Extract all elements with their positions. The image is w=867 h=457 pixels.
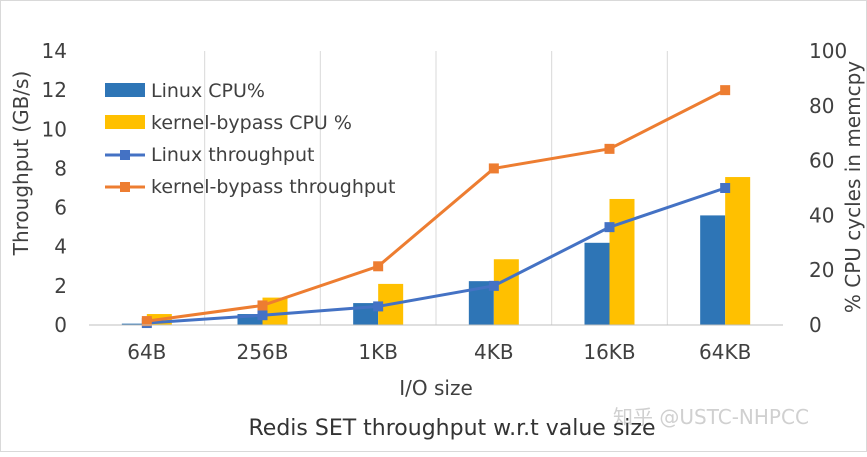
y2-tick-label: 40 bbox=[809, 203, 834, 227]
y-tick-label: 4 bbox=[54, 235, 67, 259]
legend-marker bbox=[120, 150, 130, 160]
x-axis-title: I/O size bbox=[399, 376, 473, 400]
bar-linux-cpu bbox=[121, 323, 147, 325]
x-ticks: 64B 256B 1KB 4KB 16KB 64KB bbox=[127, 340, 751, 364]
chart-caption: Redis SET throughput w.r.t value size bbox=[249, 416, 656, 441]
point-kernel-bypass-throughput bbox=[604, 143, 615, 154]
line-linux-throughput bbox=[146, 186, 726, 325]
bar-kernel-bypass-cpu bbox=[493, 259, 519, 325]
point-kernel-bypass-throughput bbox=[141, 316, 152, 327]
bars bbox=[121, 177, 751, 325]
x-tick-label: 64KB bbox=[699, 340, 751, 364]
legend-marker bbox=[120, 182, 130, 192]
y2-tick-label: 100 bbox=[809, 39, 847, 63]
bar-kernel-bypass-cpu bbox=[725, 177, 751, 325]
legend-swatch bbox=[105, 115, 145, 129]
point-kernel-bypass-throughput bbox=[488, 163, 499, 174]
x-tick-label: 256B bbox=[237, 340, 289, 364]
point-linux-throughput bbox=[488, 280, 499, 291]
point-linux-throughput bbox=[257, 310, 268, 321]
x-tick-label: 4KB bbox=[474, 340, 514, 364]
y2-tick-label: 0 bbox=[809, 313, 822, 337]
y2-tick-label: 80 bbox=[809, 94, 834, 118]
watermark: 知乎 @USTC-NHPCC bbox=[613, 405, 809, 429]
y2-tick-label: 20 bbox=[809, 258, 834, 282]
point-kernel-bypass-throughput bbox=[257, 300, 268, 311]
legend-label: Linux CPU% bbox=[151, 80, 265, 102]
bar-linux-cpu bbox=[237, 314, 263, 325]
x-tick-label: 64B bbox=[127, 340, 166, 364]
y-tick-label: 2 bbox=[54, 274, 67, 298]
y-tick-label: 14 bbox=[42, 39, 67, 63]
y-tick-label: 10 bbox=[42, 117, 67, 141]
bar-linux-cpu bbox=[584, 242, 610, 325]
point-linux-throughput bbox=[720, 183, 731, 193]
bar-kernel-bypass-cpu bbox=[609, 198, 635, 325]
y-tick-label: 6 bbox=[54, 196, 67, 220]
x-tick-label: 1KB bbox=[358, 340, 398, 364]
y2-ticks: 0 20 40 60 80 100 bbox=[809, 39, 847, 337]
y2-tick-label: 60 bbox=[809, 149, 834, 173]
grid bbox=[204, 51, 668, 325]
legend-label: kernel-bypass CPU % bbox=[151, 112, 352, 134]
y2-axis-title: % CPU cycles in memcpy bbox=[841, 61, 865, 313]
legend-swatch bbox=[105, 83, 145, 97]
point-linux-throughput bbox=[373, 301, 384, 312]
point-kernel-bypass-throughput bbox=[373, 261, 384, 272]
legend-label: kernel-bypass throughput bbox=[151, 176, 395, 198]
y-tick-label: 0 bbox=[54, 313, 67, 337]
y-axis-title: Throughput (GB/s) bbox=[9, 71, 33, 257]
point-linux-throughput bbox=[604, 222, 615, 233]
y-tick-label: 8 bbox=[54, 156, 67, 180]
point-kernel-bypass-throughput bbox=[720, 85, 731, 96]
lines bbox=[141, 85, 731, 329]
line-kernel-bypass-throughput bbox=[146, 88, 726, 323]
bar-linux-cpu bbox=[700, 215, 726, 325]
y-ticks: 0 2 4 6 8 10 12 14 bbox=[42, 39, 67, 337]
y-tick-label: 12 bbox=[42, 78, 67, 102]
x-tick-label: 16KB bbox=[583, 340, 635, 364]
legend: Linux CPU% kernel-bypass CPU % Linux throu… bbox=[105, 80, 395, 198]
legend-label: Linux throughput bbox=[151, 144, 314, 166]
